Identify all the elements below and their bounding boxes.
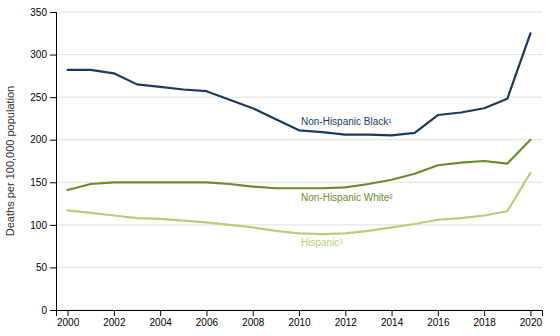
- y-tick-label: 0: [41, 305, 47, 316]
- x-tick: 2020: [520, 310, 543, 328]
- chart: 2000200220042006200820102012201420162018…: [0, 0, 560, 336]
- y-tick: 250: [30, 92, 56, 103]
- x-tick: 2016: [427, 310, 450, 328]
- y-tick: 50: [36, 262, 56, 273]
- x-tick-mark: [206, 310, 207, 316]
- grid-line: [56, 54, 542, 55]
- y-tick: 100: [30, 220, 56, 231]
- y-tick: 300: [30, 49, 56, 60]
- x-tick-label: 2020: [520, 317, 543, 328]
- lines: [68, 33, 531, 234]
- y-tick-mark: [50, 225, 56, 226]
- series-labels: Non-Hispanic Black¹ Non-Hispanic White² Hi…: [301, 116, 393, 248]
- x-tick: 2004: [150, 310, 173, 328]
- grid-line: [56, 139, 542, 140]
- y-tick-label: 200: [30, 134, 47, 145]
- x-tick: 2012: [335, 310, 358, 328]
- y-axis: 0 50 100 150 200 250 300 350: [30, 7, 56, 316]
- x-tick-label: 2004: [150, 317, 173, 328]
- y-tick-mark: [50, 55, 56, 56]
- x-tick-label: 2012: [335, 317, 358, 328]
- y-axis-title: Deaths per 100,000 population: [4, 86, 16, 236]
- x-tick-mark: [484, 310, 485, 316]
- y-tick: 350: [30, 7, 56, 18]
- x-tick: 2014: [381, 310, 404, 328]
- x-tick-mark: [68, 310, 69, 316]
- y-tick-mark: [50, 182, 56, 183]
- y-tick: 150: [30, 177, 56, 188]
- series-label: Non-Hispanic Black¹: [301, 116, 392, 127]
- series-label: Hispanic³: [301, 237, 343, 248]
- plot: 2000200220042006200820102012201420162018…: [30, 7, 542, 328]
- x-tick-label: 2010: [288, 317, 311, 328]
- x-tick-mark: [253, 310, 254, 316]
- grid-line: [56, 12, 542, 13]
- x-tick-mark: [160, 310, 161, 316]
- x-tick: 2002: [103, 310, 126, 328]
- series-line: [68, 33, 531, 135]
- y-tick-mark: [50, 97, 56, 98]
- y-tick-label: 50: [36, 262, 48, 273]
- y-tick: 200: [30, 134, 56, 145]
- y-tick-mark: [50, 267, 56, 268]
- x-tick: 2010: [288, 310, 311, 328]
- x-tick-label: 2006: [196, 317, 219, 328]
- x-tick-label: 2000: [57, 317, 80, 328]
- x-axis-line: [57, 311, 543, 317]
- x-tick-label: 2008: [242, 317, 265, 328]
- x-tick: 2018: [474, 310, 497, 328]
- y-axis-line: [50, 13, 57, 311]
- series-label: Non-Hispanic White²: [301, 192, 393, 203]
- grid: [56, 12, 542, 310]
- grid-line: [56, 267, 542, 268]
- x-tick: 2006: [196, 310, 219, 328]
- x-tick-label: 2002: [103, 317, 126, 328]
- x-tick-mark: [345, 310, 346, 316]
- y-tick: 0: [41, 305, 56, 316]
- x-axis: 2000 2002 2004 2006 2008 2010 2012 2014 2016 2018…: [57, 310, 543, 328]
- y-tick-label: 100: [30, 220, 47, 231]
- series-line: [68, 173, 531, 234]
- y-tick-label: 250: [30, 92, 47, 103]
- x-tick: 2008: [242, 310, 265, 328]
- x-tick-mark: [114, 310, 115, 316]
- x-tick-mark: [530, 310, 531, 316]
- x-tick-label: 2016: [427, 317, 450, 328]
- grid-line: [56, 97, 542, 98]
- x-tick-label: 2014: [381, 317, 404, 328]
- x-tick: 2000: [57, 310, 80, 328]
- y-tick-mark: [50, 310, 56, 311]
- y-tick-label: 350: [30, 7, 47, 18]
- y-tick-mark: [50, 140, 56, 141]
- x-tick-mark: [299, 310, 300, 316]
- y-tick-mark: [50, 12, 56, 13]
- x-tick-mark: [392, 310, 393, 316]
- grid-line: [56, 224, 542, 225]
- y-tick-label: 150: [30, 177, 47, 188]
- series-line: [68, 140, 531, 190]
- x-tick-mark: [438, 310, 439, 316]
- y-tick-label: 300: [30, 49, 47, 60]
- x-tick-label: 2018: [474, 317, 497, 328]
